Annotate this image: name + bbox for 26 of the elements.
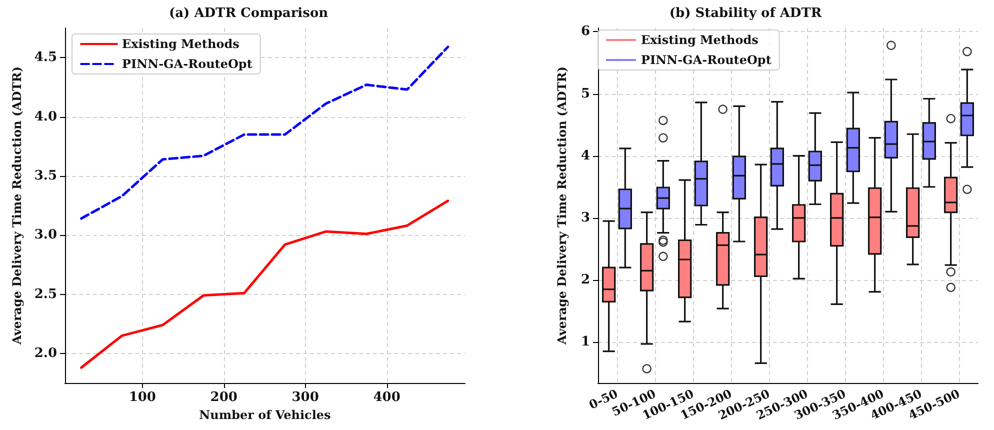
legend-label: Existing Methods [122,37,240,51]
y-axis-title: Average Delivery Time Reduction (ADTR) [555,66,569,346]
y-tick-label: 1 [580,334,590,350]
x-tick-label: 300 [292,390,319,405]
y-axis-title: Average Delivery Time Reduction (ADTR) [10,66,24,346]
x-tick-label: 100 [128,390,156,405]
legend-label: PINN-GA-RouteOpt [122,57,253,71]
legend-label: PINN-GA-RouteOpt [641,53,772,67]
legend-label: Existing Methods [641,33,759,47]
y-tick-label: 6 [580,24,590,40]
y-tick-label: 2 [580,272,590,288]
x-tick-label: 400 [373,390,400,405]
y-tick-label: 5 [580,86,590,102]
y-tick-label: 3.5 [34,168,57,184]
y-tick-label: 2.5 [34,286,57,302]
line-series [80,200,450,369]
x-axis-title: Number of Vehicles [199,408,332,422]
x-tick-label: 200 [210,390,238,405]
y-tick-label: 3.0 [34,228,57,243]
chart-title: (a) ADTR Comparison [168,6,329,21]
y-tick-label: 3 [580,210,590,226]
y-tick-label: 4.5 [34,50,57,66]
y-tick-label: 2.0 [34,346,57,361]
y-tick-label: 4 [580,148,590,164]
y-tick-label: 4.0 [34,109,57,124]
chart-title: (b) Stability of ADTR [669,6,822,21]
